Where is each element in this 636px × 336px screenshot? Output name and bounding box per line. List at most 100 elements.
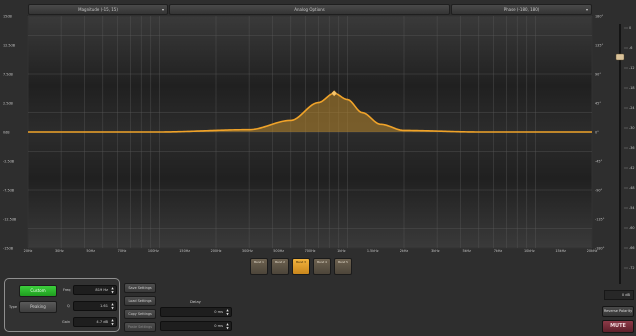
x-tick-label: 1.5kHz: [367, 249, 379, 253]
phase-tick-label: 45°: [595, 102, 601, 106]
gain-value: 4.7 dB: [96, 320, 108, 324]
meter-tick-label: -12: [629, 66, 635, 70]
delay-field-2[interactable]: 0 ms ▲ ▼: [160, 321, 232, 331]
mute-button[interactable]: MUTE: [602, 320, 634, 333]
phase-dropdown-label: Phase (-180, 180): [503, 7, 540, 12]
delay-stepper-icon[interactable]: ▲ ▼: [226, 322, 229, 330]
freq-label: Freq: [63, 288, 71, 292]
fader-handle: [615, 53, 625, 61]
y-tick-label: 0dB: [3, 131, 10, 135]
delay-label: Delay: [190, 299, 201, 304]
freq-stepper-icon[interactable]: ▲ ▼: [111, 286, 114, 294]
y-tick-label: 7.5dB: [3, 73, 14, 77]
x-tick-label: 10kHz: [524, 249, 535, 253]
x-tick-label: 50Hz: [86, 249, 95, 253]
x-tick-label: 70Hz: [118, 249, 127, 253]
magnitude-dropdown-label: Magnitude (-15, 15): [78, 7, 118, 12]
band-button-5[interactable]: Band 5: [334, 258, 352, 275]
y-tick-label: 12.5dB: [3, 44, 16, 48]
band-button-1[interactable]: Band 1: [250, 258, 268, 275]
phase-tick-label: -135°: [595, 218, 605, 222]
meter-tick-label: -6: [629, 46, 632, 50]
filter-panel: Custom Peaking Type Freq 819 Hz ▲ ▼ Q 1.6…: [4, 278, 120, 332]
delay-value-1: 0 ms: [214, 310, 223, 314]
gain-field[interactable]: 4.7 dB ▲ ▼: [73, 317, 117, 327]
meter-tick-label: -36: [629, 146, 635, 150]
phase-dropdown[interactable]: Phase (-180, 180) ▾: [451, 4, 592, 15]
gain-stepper-icon[interactable]: ▲ ▼: [111, 318, 114, 326]
phase-tick-label: -45°: [595, 160, 603, 164]
response-fill: [28, 93, 592, 132]
save-settings-button[interactable]: Save Settings: [124, 283, 156, 293]
band-button-3[interactable]: Band 3: [292, 258, 310, 275]
x-tick-label: 5kHz: [462, 249, 471, 253]
x-tick-label: 15kHz: [555, 249, 566, 253]
y-tick-label: 15dB: [3, 15, 12, 19]
freq-field[interactable]: 819 Hz ▲ ▼: [73, 285, 117, 295]
plot-toolbar: Magnitude (-15, 15) ▾ Analog Options Pha…: [28, 4, 592, 15]
x-tick-label: 150Hz: [179, 249, 190, 253]
meter-tick-label: -30: [629, 126, 635, 130]
y-tick-label: 2.5dB: [3, 102, 14, 106]
phase-tick-label: 180°: [595, 15, 603, 19]
type-label: Type: [9, 305, 18, 309]
x-tick-label: 30Hz: [55, 249, 64, 253]
band-button-text: Band 5: [338, 260, 348, 264]
meter-tick-label: -60: [629, 226, 635, 230]
copy-settings-button[interactable]: Copy Settings: [124, 309, 156, 319]
y-tick-label: -12.5dB: [3, 218, 17, 222]
y-tick-label: -7.5dB: [3, 189, 15, 193]
peaking-button[interactable]: Peaking: [19, 301, 57, 313]
q-value: 1.61: [99, 304, 108, 308]
meter-tick-label: 0: [629, 26, 631, 30]
output-gain-readout[interactable]: 0 dB: [604, 290, 634, 300]
band-button-text: Band 4: [317, 260, 327, 264]
y-tick-label: -15dB: [3, 247, 14, 251]
meter-tick-label: -42: [629, 166, 635, 170]
band-button-text: Band 3: [296, 260, 306, 264]
meter-tick-label: -54: [629, 206, 635, 210]
meter-tick-label: -72: [629, 266, 635, 270]
meter-tick-label: -48: [629, 186, 635, 190]
q-field[interactable]: 1.61 ▲ ▼: [73, 301, 117, 311]
x-tick-label: 100Hz: [148, 249, 159, 253]
band-button-text: Band 2: [275, 260, 285, 264]
x-tick-label: 20kHz: [587, 249, 598, 253]
gain-label: Gain: [62, 320, 71, 324]
delay-field-1[interactable]: 0 ms ▲ ▼: [160, 307, 232, 317]
display-options-dropdown[interactable]: Analog Options: [169, 4, 450, 15]
phase-tick-label: 90°: [595, 73, 601, 77]
x-tick-label: 2kHz: [400, 249, 409, 253]
reverse-polarity-button[interactable]: Reverse Polarity: [602, 306, 634, 317]
band-button-2[interactable]: Band 2: [271, 258, 289, 275]
x-tick-label: 500Hz: [273, 249, 284, 253]
q-stepper-icon[interactable]: ▲ ▼: [111, 302, 114, 310]
y-tick-label: -2.5dB: [3, 160, 15, 164]
delay-stepper-icon[interactable]: ▲ ▼: [226, 308, 229, 316]
x-tick-label: 7kHz: [494, 249, 503, 253]
load-settings-button[interactable]: Load Settings: [124, 296, 156, 306]
phase-tick-label: 135°: [595, 44, 603, 48]
custom-button[interactable]: Custom: [19, 285, 57, 297]
display-options-label: Analog Options: [294, 7, 325, 12]
paste-settings-button[interactable]: Paste Settings: [124, 322, 156, 332]
meter-tick-label: -18: [629, 86, 635, 90]
q-label: Q: [67, 304, 70, 308]
band-handle: [330, 90, 338, 97]
x-tick-label: 700Hz: [305, 249, 316, 253]
band-button-text: Band 1: [254, 260, 264, 264]
x-tick-label: 3kHz: [431, 249, 440, 253]
chevron-down-icon: ▾: [161, 7, 164, 12]
phase-tick-label: 0°: [595, 131, 599, 135]
response-curve: [28, 92, 592, 133]
magnitude-dropdown[interactable]: Magnitude (-15, 15) ▾: [28, 4, 168, 15]
x-tick-label: 300Hz: [242, 249, 253, 253]
band-button-4[interactable]: Band 4: [313, 258, 331, 275]
x-tick-label: 200Hz: [211, 249, 222, 253]
meter-tick-label: -66: [629, 246, 635, 250]
x-tick-label: 1kHz: [337, 249, 346, 253]
delay-value-2: 0 ms: [214, 324, 223, 328]
phase-tick-label: -90°: [595, 189, 603, 193]
chevron-down-icon: ▾: [585, 7, 588, 12]
